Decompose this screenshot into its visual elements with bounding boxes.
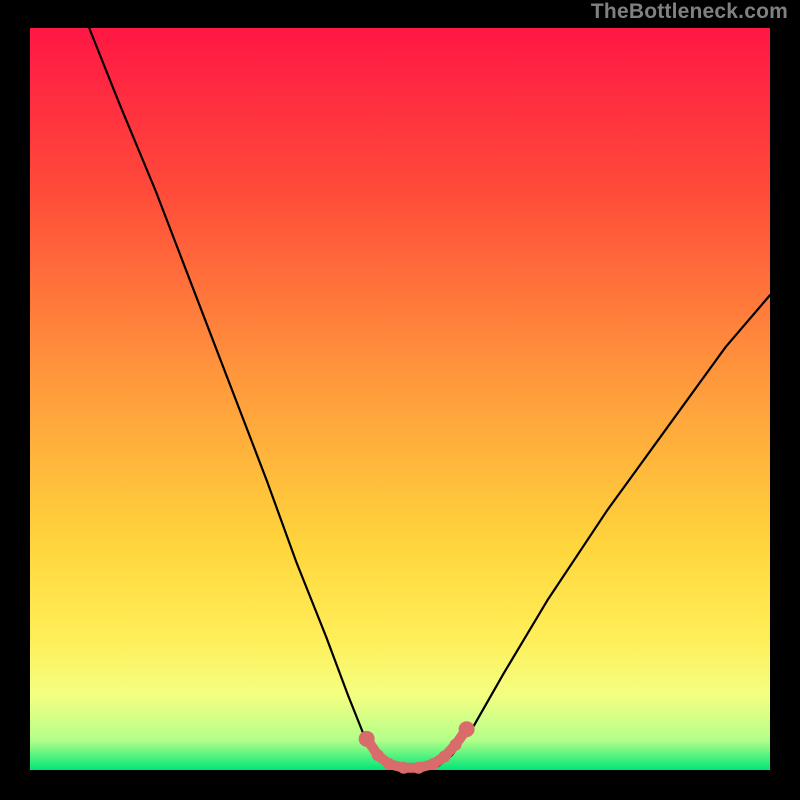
chart-container [0,0,800,800]
valley-marker-dot [438,751,450,763]
bottleneck-curve [89,28,770,769]
valley-marker-dot [427,758,439,770]
valley-marker-dot [413,762,425,774]
valley-marker-dot [398,762,410,774]
valley-marker-dot [450,739,462,751]
valley-marker-dot [383,758,395,770]
watermark-text: TheBottleneck.com [591,0,788,24]
valley-marker-dot [459,721,475,737]
curve-layer [0,0,800,800]
valley-marker-dot [359,731,375,747]
valley-marker-dot [372,749,384,761]
